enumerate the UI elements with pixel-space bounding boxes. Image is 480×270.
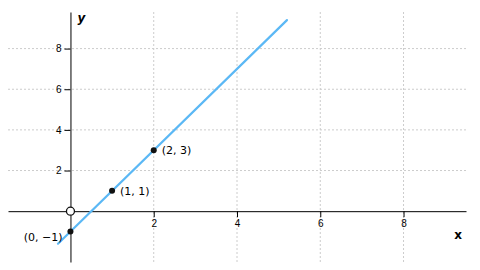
tick-label: 4 (56, 125, 62, 136)
point (109, 188, 115, 194)
tick-label: 8 (401, 218, 407, 229)
x-axis: 2 4 6 8 (9, 211, 467, 229)
annotations: (0, −1) (1, 1) (2, 3) (24, 144, 192, 244)
tick: 8 (56, 43, 71, 54)
tick-label: 8 (56, 43, 62, 54)
tick: 2 (151, 211, 157, 229)
tick-mark (64, 130, 70, 131)
point (151, 147, 157, 153)
chart: 2 4 6 8 2 4 6 8 (0, −1) (1, 1) (2, 3) x y (0, 0, 480, 270)
tick: 2 (56, 165, 71, 176)
y-axis-title: y (77, 11, 86, 25)
grid-line-y (8, 129, 466, 130)
tick-mark (64, 89, 70, 90)
tick: 6 (318, 211, 324, 229)
y-axis: 2 4 6 8 (56, 13, 71, 263)
open-point (66, 207, 74, 215)
tick-label: 2 (56, 165, 62, 176)
point-label: (2, 3) (162, 144, 192, 157)
tick-label: 4 (235, 218, 241, 229)
point-label: (0, −1) (24, 231, 63, 244)
tick-mark (64, 49, 70, 50)
line (58, 20, 287, 244)
tick-mark (154, 211, 155, 217)
tick-label: 2 (151, 218, 157, 229)
tick-mark (64, 171, 70, 172)
tick: 4 (235, 211, 241, 229)
tick: 6 (56, 84, 71, 95)
point (67, 229, 73, 235)
marks (58, 20, 287, 244)
grid-line-y (8, 89, 466, 90)
tick-mark (404, 211, 405, 217)
tick-label: 6 (318, 218, 324, 229)
tick-mark (237, 211, 238, 217)
x-axis-title: x (454, 228, 462, 242)
grid-line-y (8, 48, 466, 49)
point-label: (1, 1) (120, 185, 150, 198)
tick-mark (320, 211, 321, 217)
axis-line (70, 13, 71, 263)
tick: 4 (56, 125, 71, 136)
tick: 8 (401, 211, 407, 229)
tick-label: 6 (56, 84, 62, 95)
grid-line-y (8, 170, 466, 171)
grid (8, 12, 466, 262)
